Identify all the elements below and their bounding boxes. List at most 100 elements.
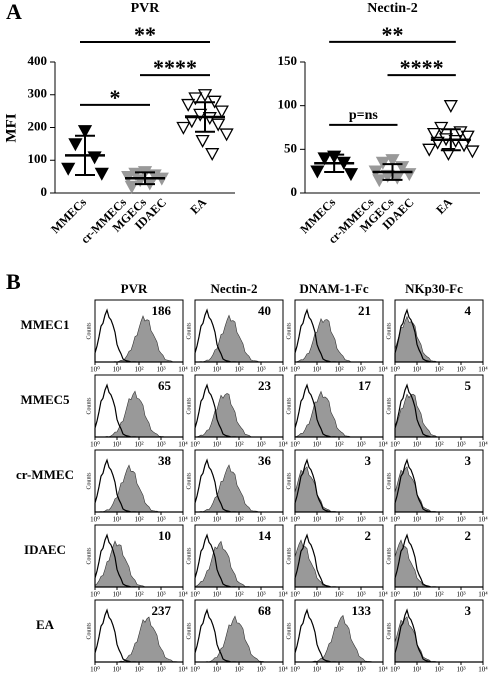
histogram-control <box>194 383 283 438</box>
histogram-control <box>394 308 483 363</box>
mfi-label: 3 <box>465 603 472 618</box>
x-tick-label: 10² <box>334 591 343 599</box>
x-tick-label: 10¹ <box>112 441 121 449</box>
data-point <box>94 167 109 181</box>
x-tick-label: 10² <box>334 516 343 524</box>
mfi-label: 237 <box>152 603 172 618</box>
x-tick-label: 10⁰ <box>190 366 200 374</box>
x-tick-label: 10⁴ <box>178 366 188 374</box>
x-tick-label: 10³ <box>256 441 265 449</box>
row-label: EA <box>36 617 55 632</box>
data-point <box>211 118 226 132</box>
x-tick-label: 10² <box>434 666 443 674</box>
x-tick-label: 10² <box>134 666 143 674</box>
x-tick-label: 10³ <box>256 666 265 674</box>
x-tick-label: 10³ <box>456 591 465 599</box>
x-tick-label: 10⁴ <box>378 591 388 599</box>
x-tick-label: 10⁴ <box>378 366 388 374</box>
x-tick-label: 10⁴ <box>378 516 388 524</box>
data-point <box>430 136 445 150</box>
data-point <box>124 180 139 194</box>
y-tick-label: 150 <box>278 53 298 68</box>
x-tick-label: 10¹ <box>212 441 221 449</box>
data-point <box>343 168 359 182</box>
y-tick-label: 100 <box>278 97 298 112</box>
histogram-control <box>294 458 383 513</box>
data-point <box>443 100 458 114</box>
x-tick-label: 10⁴ <box>278 591 288 599</box>
x-tick-label: 10² <box>234 666 243 674</box>
histogram-sample <box>95 390 183 438</box>
y-axis-label: Counts <box>386 622 392 640</box>
x-tick-label: 10¹ <box>412 366 421 374</box>
histogram-control <box>394 383 483 438</box>
significance-label: ** <box>134 22 156 47</box>
x-tick-label: 10³ <box>156 441 165 449</box>
x-tick-label: 10² <box>134 366 143 374</box>
data-point <box>465 145 480 159</box>
histogram-control <box>394 533 483 588</box>
mfi-label: 186 <box>152 303 172 318</box>
y-tick-label: 50 <box>284 140 297 155</box>
y-axis-label: Counts <box>186 472 192 490</box>
data-point <box>426 127 442 141</box>
x-tick-label: 10¹ <box>312 591 321 599</box>
x-tick-label: 10⁰ <box>90 591 100 599</box>
x-tick-label: 10³ <box>256 366 265 374</box>
y-axis-label: MFI <box>3 113 19 142</box>
panel-letter: A <box>6 0 22 24</box>
y-axis-label: Counts <box>386 397 392 415</box>
significance-label: **** <box>400 55 444 80</box>
x-tick-label: 10³ <box>156 516 165 524</box>
data-point <box>402 168 417 182</box>
x-tick-label: 10³ <box>456 366 465 374</box>
y-axis-label: Counts <box>86 472 92 490</box>
significance-label: ** <box>382 22 404 47</box>
x-tick-label: 10³ <box>156 366 165 374</box>
histogram-sample <box>95 616 183 663</box>
x-tick-label: 10⁰ <box>190 591 200 599</box>
histogram-control <box>94 533 183 588</box>
y-axis-label: Counts <box>186 322 192 340</box>
x-tick-label: 10³ <box>456 666 465 674</box>
x-tick-label: 10¹ <box>412 516 421 524</box>
y-axis-label: Counts <box>86 547 92 565</box>
x-tick-label: 10⁰ <box>190 666 200 674</box>
x-tick-label: 10¹ <box>212 591 221 599</box>
x-tick-label: 10⁰ <box>390 666 400 674</box>
x-tick-label: 10¹ <box>412 591 421 599</box>
x-tick-label: 10¹ <box>212 666 221 674</box>
data-point <box>375 156 390 170</box>
histogram-control <box>394 608 483 663</box>
mfi-label: 40 <box>258 303 271 318</box>
data-point <box>205 148 220 162</box>
x-tick-label: 10⁰ <box>190 441 200 449</box>
y-axis-label: Counts <box>86 622 92 640</box>
y-axis-label: Counts <box>186 622 192 640</box>
histogram-sample <box>294 390 383 438</box>
x-tick-label: 10³ <box>356 666 365 674</box>
x-tick-label: 10³ <box>256 516 265 524</box>
histogram-control <box>194 458 283 513</box>
histogram-sample <box>294 318 383 363</box>
x-tick-label: 10³ <box>356 366 365 374</box>
y-tick-label: 0 <box>291 184 298 199</box>
x-tick-label: 10¹ <box>412 441 421 449</box>
x-tick-label: 10³ <box>256 591 265 599</box>
x-tick-label: 10¹ <box>212 516 221 524</box>
x-tick-label: 10² <box>434 591 443 599</box>
data-point <box>310 165 325 179</box>
x-tick-label: 10⁴ <box>178 516 188 524</box>
y-axis-label: Counts <box>86 397 92 415</box>
y-axis-label: Counts <box>386 472 392 490</box>
x-tick-label: 10⁴ <box>178 591 188 599</box>
mfi-label: 36 <box>258 453 272 468</box>
mfi-label: 68 <box>258 603 272 618</box>
x-tick-label: 10² <box>134 516 143 524</box>
mfi-label: 38 <box>158 453 172 468</box>
mfi-label: 65 <box>158 378 172 393</box>
data-point <box>176 121 191 135</box>
histogram-sample <box>194 540 283 588</box>
x-tick-label: 10⁰ <box>290 441 300 449</box>
mfi-label: 4 <box>465 303 472 318</box>
